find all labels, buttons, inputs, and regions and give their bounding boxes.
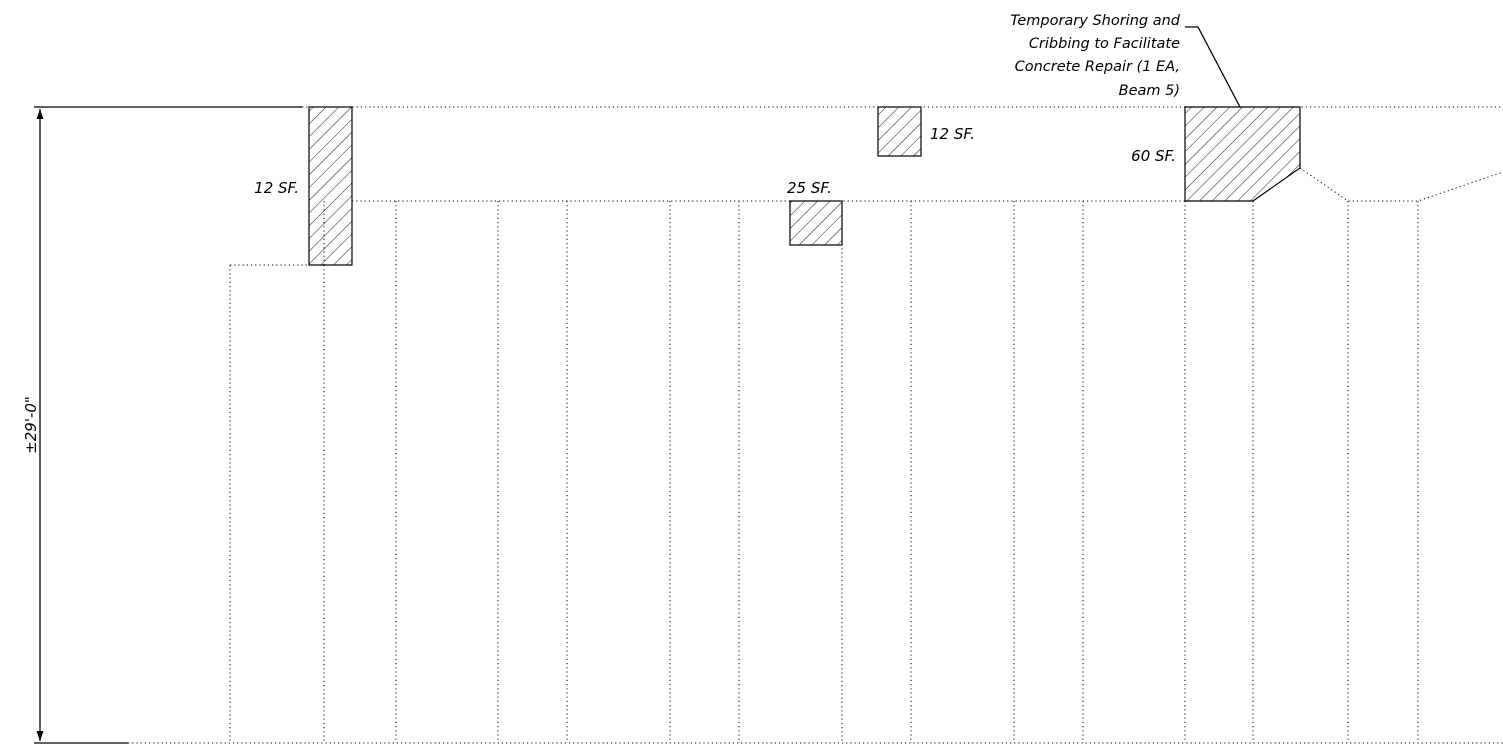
dimension-label: ±29'-0" [22, 396, 40, 454]
callout-line-2: Cribbing to Facilitate [1029, 36, 1180, 52]
deck-outline [128, 106, 1503, 744]
repair-area-left-column-label: 12 SF. [254, 179, 299, 197]
callout-line-3: Concrete Repair (1 EA, [1015, 59, 1180, 75]
callout-line-4: Beam 5) [1119, 83, 1180, 99]
repair-area-top-middle-label: 12 SF. [930, 125, 975, 143]
repair-area-middle [789, 200, 843, 246]
callout-note: Temporary Shoring and Cribbing to Facili… [1010, 13, 1181, 99]
callout-leader [1185, 26, 1241, 108]
repair-area-top-middle [877, 106, 922, 157]
repair-area-beam-5 [1184, 106, 1301, 202]
repair-area-beam-5-label: 60 SF. [1131, 147, 1176, 165]
repair-area-left-column [308, 106, 353, 266]
repair-area-middle-label: 25 SF. [787, 179, 832, 197]
callout-line-1: Temporary Shoring and [1010, 13, 1181, 29]
girder-lines [323, 201, 1419, 743]
